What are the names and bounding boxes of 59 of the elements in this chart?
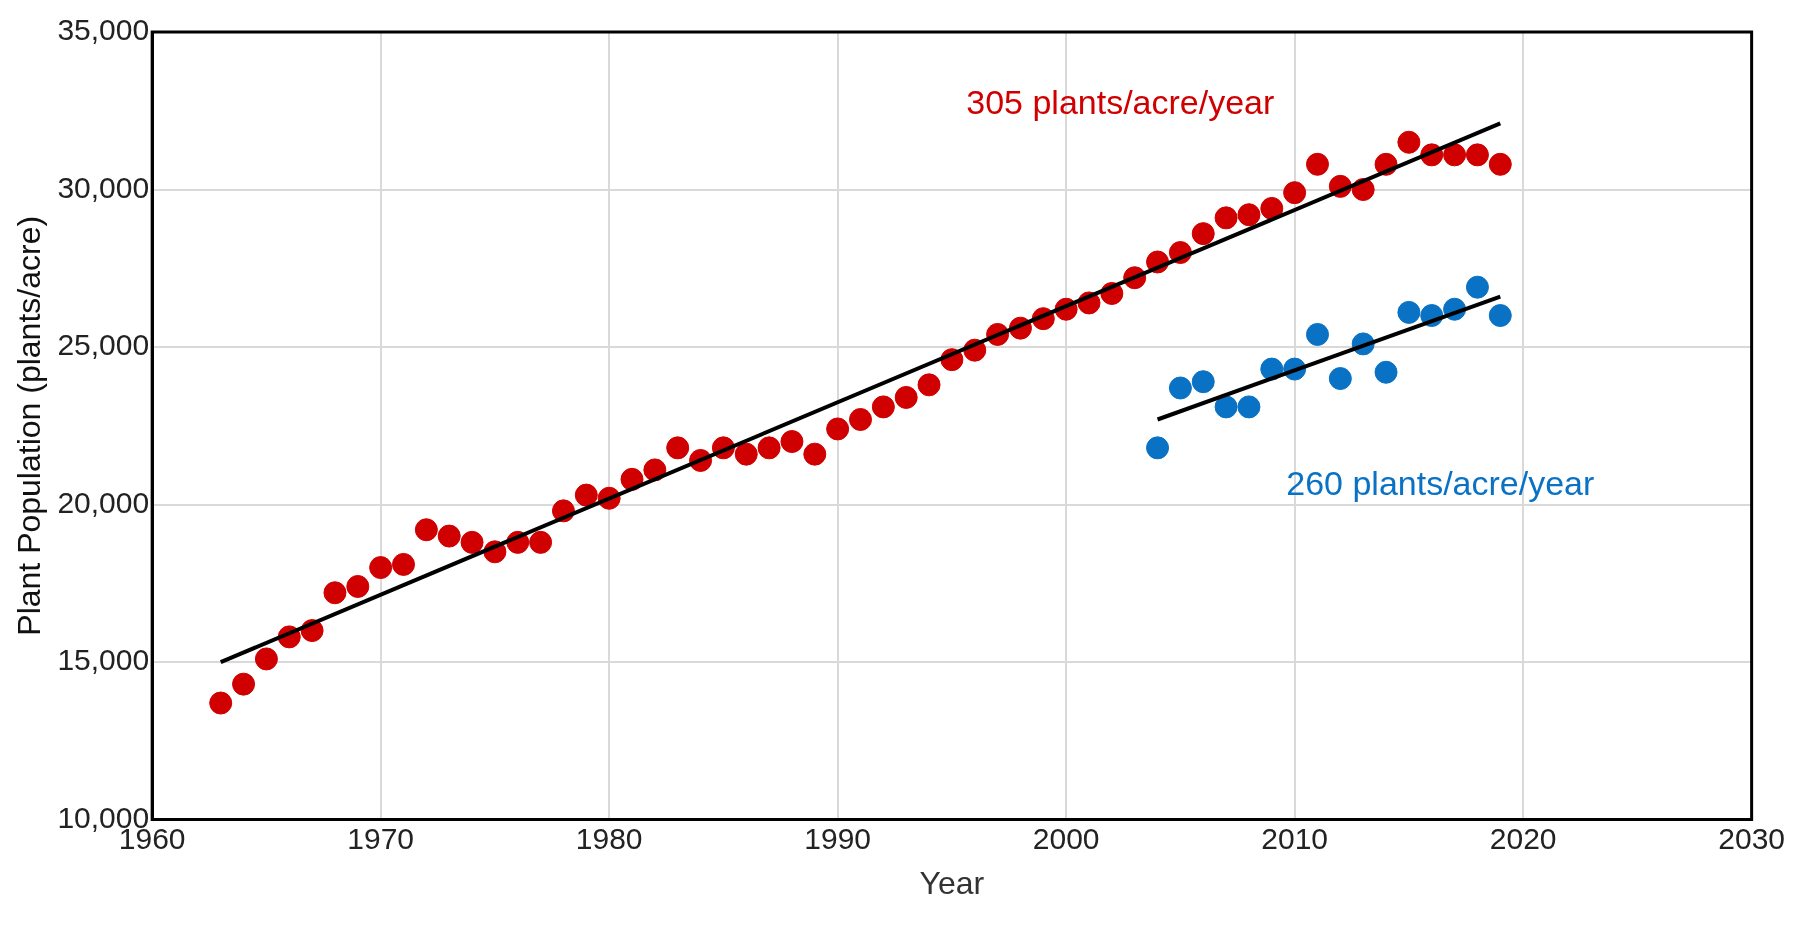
point xyxy=(1465,143,1489,167)
point xyxy=(1488,152,1512,176)
point xyxy=(826,417,850,441)
point xyxy=(1237,395,1261,419)
x-axis-title: Year xyxy=(919,864,985,901)
x-tick-label: 2010 xyxy=(1261,821,1329,855)
point xyxy=(529,530,553,554)
point xyxy=(1191,370,1215,394)
point xyxy=(1443,143,1467,167)
point xyxy=(1397,130,1421,154)
point xyxy=(1283,181,1307,205)
point xyxy=(1305,322,1329,346)
x-tick-label: 2000 xyxy=(1032,821,1100,855)
point xyxy=(871,395,895,419)
y-tick-label: 15,000 xyxy=(57,643,150,677)
point xyxy=(574,483,598,507)
point xyxy=(414,518,438,542)
point xyxy=(1305,152,1329,176)
x-tick-label: 2030 xyxy=(1718,821,1786,855)
point xyxy=(917,373,941,397)
y-tick-label: 35,000 xyxy=(57,13,150,47)
point xyxy=(392,552,415,576)
y-tick-label: 20,000 xyxy=(57,485,150,519)
point xyxy=(346,574,370,598)
point xyxy=(209,691,233,715)
x-tick-label: 1980 xyxy=(575,821,643,855)
point xyxy=(1191,222,1215,246)
point xyxy=(1168,376,1192,400)
point xyxy=(1488,304,1512,328)
point xyxy=(1328,367,1352,391)
point xyxy=(1260,196,1284,220)
point xyxy=(254,647,278,671)
point xyxy=(1397,300,1421,324)
x-tick-label: 2020 xyxy=(1489,821,1557,855)
point xyxy=(849,408,872,431)
point xyxy=(780,430,804,454)
point xyxy=(437,524,461,548)
y-axis-title: Plant Population (plants/acre) xyxy=(11,215,48,636)
point xyxy=(323,581,347,605)
point xyxy=(803,442,827,466)
point xyxy=(1146,436,1170,460)
point xyxy=(460,530,484,554)
point xyxy=(734,442,758,466)
point xyxy=(1465,275,1489,299)
y-tick-label: 25,000 xyxy=(57,328,150,362)
x-tick-label: 1990 xyxy=(804,821,872,855)
point xyxy=(666,436,690,460)
point xyxy=(369,556,393,580)
point xyxy=(757,436,781,460)
point xyxy=(1237,203,1261,227)
x-tick-label: 1970 xyxy=(347,821,415,855)
point xyxy=(232,672,256,696)
annotation: 305 plants/acre/year xyxy=(966,82,1275,121)
y-tick-label: 30,000 xyxy=(57,170,150,204)
point xyxy=(894,385,918,409)
point xyxy=(1214,395,1238,419)
point xyxy=(1374,360,1398,384)
point xyxy=(1214,206,1238,230)
annotation: 260 plants/acre/year xyxy=(1286,463,1595,502)
